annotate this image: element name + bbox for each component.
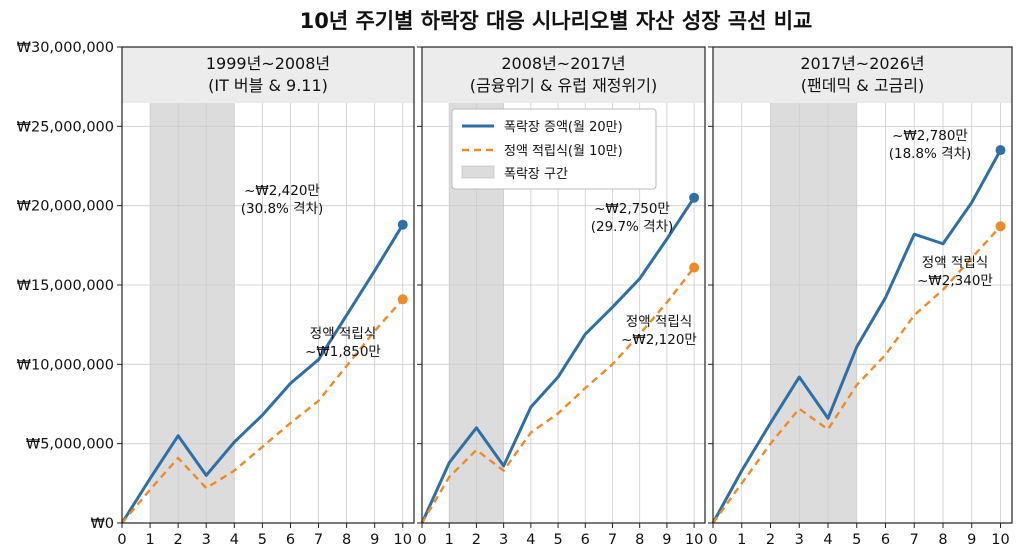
end-point	[689, 262, 700, 273]
panel-header	[122, 47, 414, 103]
x-tick-label: 1	[737, 532, 746, 548]
panel-title-line: (금융위기 & 유럽 재정위기)	[470, 76, 657, 95]
panels: 1999년~2008년(IT 버블 & 9.11)0 1 2 3 4 5 6 7 8 9 10₩0₩…	[17, 40, 1013, 548]
x-tick-label: 4	[823, 532, 832, 548]
x-tick-label: 7	[314, 532, 323, 548]
y-tick-label: ₩5,000,000	[26, 437, 114, 453]
end-point	[689, 192, 700, 203]
annotation: 정액 적립식 ~₩2,120만	[621, 314, 697, 348]
y-tick-label: ₩10,000,000	[17, 357, 114, 373]
series-line-crash	[120, 223, 405, 524]
panel-header	[422, 47, 705, 103]
panel-title-line: (팬데믹 & 고금리)	[801, 76, 924, 95]
series-line-dca	[712, 225, 1002, 524]
x-tick-label: 0	[417, 532, 426, 548]
legend-label: 폭락장 구간	[504, 167, 568, 182]
end-point	[995, 221, 1006, 232]
series-line-crash	[711, 149, 1002, 524]
x-tick-label: 5	[852, 532, 861, 548]
x-tick-label: 8	[635, 532, 644, 548]
x-tick-label: 7	[608, 532, 617, 548]
x-tick-label: 10	[991, 532, 1009, 548]
y-tick-label: ₩20,000,000	[17, 199, 114, 215]
x-tick-label: 0	[708, 532, 717, 548]
panel-title-line: 1999년~2008년	[206, 54, 330, 73]
x-tick-label: 10	[394, 532, 412, 548]
x-tick-label: 10	[685, 532, 703, 548]
x-tick-label: 4	[230, 532, 239, 548]
x-tick-label: 3	[499, 532, 508, 548]
x-tick-label: 8	[938, 532, 947, 548]
series-line-dca	[121, 298, 404, 524]
legend-box	[451, 108, 657, 190]
panel-3: 2017년~2026년 (팬데믹 & 고금리) 0 1 2 3 4 5 6 7 8 9 10 ~₩2,78…	[708, 46, 1013, 548]
series-line-crash	[420, 196, 696, 524]
x-tick-label: 5	[553, 532, 562, 548]
y-tick-label: ₩15,000,000	[17, 278, 114, 294]
annotation: 정액 적립식 ~₩2,340만	[917, 255, 993, 289]
x-tick-label: 4	[526, 532, 535, 548]
x-tick-label: 3	[795, 532, 804, 548]
x-tick-label: 9	[662, 532, 671, 548]
annotation: ~₩2,750만 (29.7% 격차)	[591, 201, 674, 235]
end-point	[397, 219, 408, 230]
annotation: 정액 적립식 ~₩1,850만	[305, 326, 381, 360]
legend: 폭락장 증액(월 20만) 정액 적립식(월 10만) 폭락장 구간	[451, 108, 657, 190]
y-tick-label: ₩30,000,000	[17, 40, 114, 56]
x-tick-label: 2	[472, 532, 481, 548]
x-tick-label: 6	[881, 532, 890, 548]
x-tick-label: 9	[967, 532, 976, 548]
panel-title-line: 2008년~2017년	[501, 54, 625, 73]
panel-title-line: (IT 버블 & 9.11)	[208, 76, 328, 95]
x-tick-label: 1	[145, 532, 154, 548]
series-line-dca	[420, 266, 696, 524]
x-tick-label: 5	[258, 532, 267, 548]
end-point	[397, 294, 408, 305]
annotation: ~₩2,780만 (18.8% 격차)	[889, 128, 972, 162]
legend-swatch-region	[461, 165, 495, 179]
x-tick-label: 8	[342, 532, 351, 548]
chart-title: 10년 주기별 하락장 대응 시나리오별 자산 성장 곡선 비교	[300, 9, 813, 33]
x-tick-label: 1	[445, 532, 454, 548]
panel-1: 1999년~2008년 (IT 버블 & 9.11) 0 1 2 3 4 5 6 7 8 9 10 ₩0 ₩…	[17, 40, 415, 548]
annotation: ~₩2,420만 (30.8% 격차)	[241, 183, 324, 217]
legend-label: 폭락장 증액(월 20만)	[504, 120, 623, 135]
end-point	[995, 145, 1006, 156]
x-tick-label: 3	[202, 532, 211, 548]
x-tick-label: 0	[117, 532, 126, 548]
x-tick-label: 7	[910, 532, 919, 548]
y-tick-label: ₩25,000,000	[17, 119, 114, 135]
legend-label: 정액 적립식(월 10만)	[504, 144, 623, 159]
x-tick-label: 6	[581, 532, 590, 548]
x-tick-label: 2	[174, 532, 183, 548]
x-tick-label: 2	[766, 532, 775, 548]
panel-title-line: 2017년~2026년	[800, 54, 924, 73]
x-tick-label: 9	[370, 532, 379, 548]
panel-header	[713, 47, 1012, 103]
y-tick-label: ₩0	[90, 516, 114, 532]
x-tick-label: 6	[286, 532, 295, 548]
